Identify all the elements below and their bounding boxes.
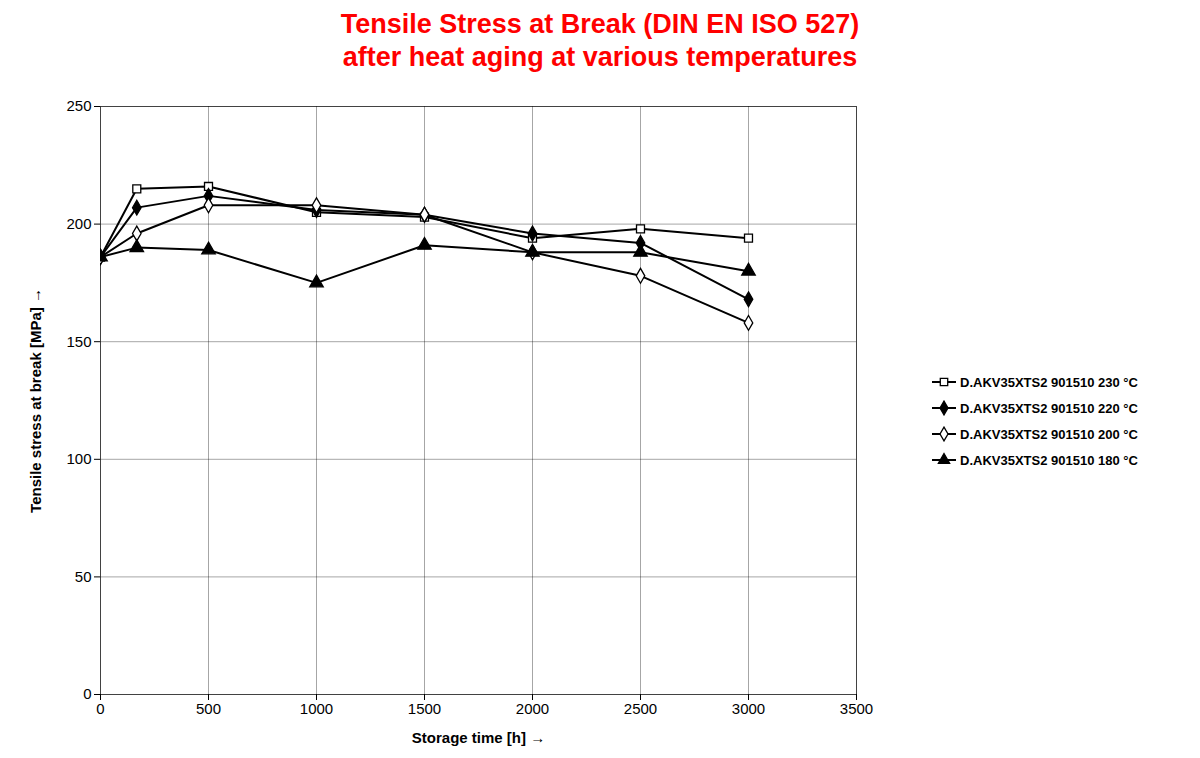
html-text:D.AKV35XTS2 901510 180 °C: D.AKV35XTS2 901510 180 °C xyxy=(960,452,1138,468)
html-text:after heat aging at various te: after heat aging at various temperatures xyxy=(342,42,858,72)
svg-text:50: 50 xyxy=(75,568,92,585)
svg-text:150: 150 xyxy=(66,333,91,350)
html-text:Tensile Stress at Break (DIN E: Tensile Stress at Break (DIN EN ISO 527) xyxy=(340,9,860,39)
svg-text:Storage time [h] →: Storage time [h] → xyxy=(412,729,545,746)
svg-text:500: 500 xyxy=(196,700,221,717)
svg-text:1000: 1000 xyxy=(300,700,333,717)
html-text:D.AKV35XTS2 901510 220 °C: D.AKV35XTS2 901510 220 °C xyxy=(960,400,1138,416)
svg-text:2500: 2500 xyxy=(624,700,657,717)
svg-text:0: 0 xyxy=(96,700,104,717)
html-text:D.AKV35XTS2 901510 200 °C: D.AKV35XTS2 901510 200 °C xyxy=(960,426,1138,442)
html-text:D.AKV35XTS2 901510 230 °C: D.AKV35XTS2 901510 230 °C xyxy=(960,374,1138,390)
svg-text:100: 100 xyxy=(66,450,91,467)
svg-text:2000: 2000 xyxy=(516,700,549,717)
svg-text:200: 200 xyxy=(66,215,91,232)
svg-text:3500: 3500 xyxy=(840,700,873,717)
svg-text:1500: 1500 xyxy=(408,700,441,717)
svg-text:250: 250 xyxy=(66,97,91,114)
svg-text:0: 0 xyxy=(83,685,91,702)
svg-text:3000: 3000 xyxy=(732,700,765,717)
svg-text:Tensile stress at break [MPa]: Tensile stress at break [MPa] → xyxy=(27,288,44,513)
